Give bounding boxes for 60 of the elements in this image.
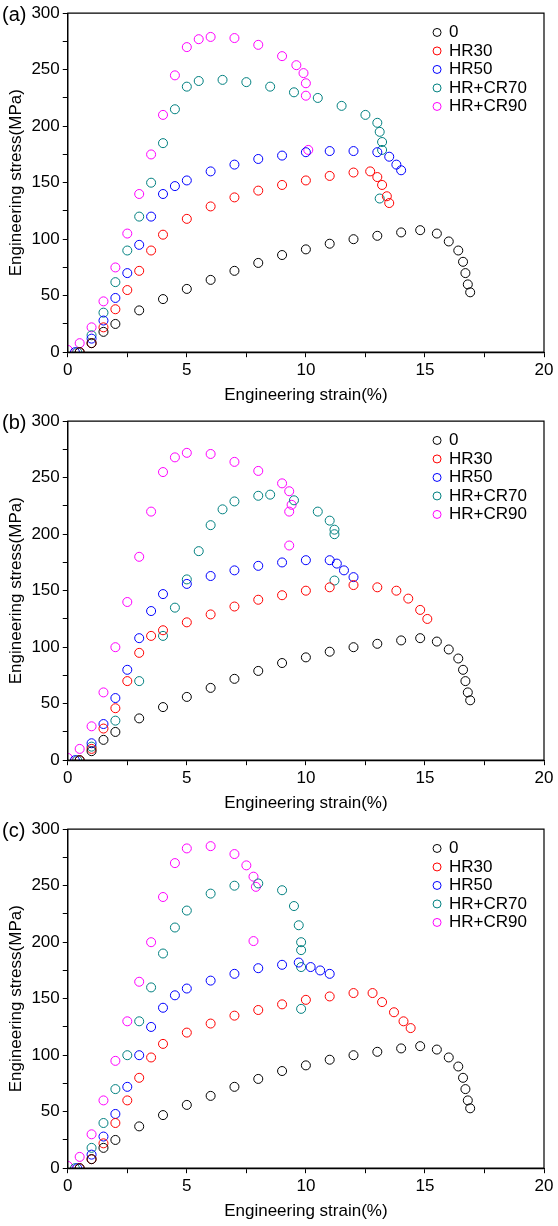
y-tick-label: 150 bbox=[31, 172, 60, 192]
x-tick-label: 5 bbox=[182, 1176, 192, 1196]
chart-title: (b) bbox=[2, 410, 27, 433]
y-tick-label: 100 bbox=[31, 1044, 60, 1064]
y-tick-label: 150 bbox=[31, 580, 60, 600]
x-tick-label: 20 bbox=[534, 1176, 554, 1196]
chart-title: (c) bbox=[2, 818, 26, 841]
legend-label: HR30 bbox=[449, 40, 493, 60]
legend-label: 0 bbox=[449, 430, 459, 450]
y-axis-title: Engineering stress(MPa) bbox=[5, 905, 25, 1093]
legend-label: HR+CR70 bbox=[449, 893, 528, 913]
y-tick-label: 300 bbox=[31, 410, 60, 430]
legend-label: 0 bbox=[449, 838, 459, 858]
chart-title: (a) bbox=[2, 2, 27, 25]
y-axis-title: Engineering stress(MPa) bbox=[5, 89, 25, 277]
y-tick-label: 100 bbox=[31, 636, 60, 656]
legend-label: HR+CR90 bbox=[449, 504, 528, 524]
x-tick-label: 10 bbox=[296, 360, 316, 380]
x-tick-label: 15 bbox=[415, 360, 435, 380]
x-axis-title: Engineering strain(%) bbox=[224, 385, 388, 405]
y-tick-label: 250 bbox=[31, 59, 60, 79]
x-tick-label: 15 bbox=[415, 1176, 435, 1196]
legend-label: HR30 bbox=[449, 448, 493, 468]
legend-label: HR+CR70 bbox=[449, 485, 528, 505]
y-tick-label: 250 bbox=[31, 875, 60, 895]
y-tick-label: 250 bbox=[31, 467, 60, 487]
legend-label: HR50 bbox=[449, 59, 493, 79]
y-tick-label: 100 bbox=[31, 228, 60, 248]
y-axis-title: Engineering stress(MPa) bbox=[5, 497, 25, 685]
x-tick-label: 10 bbox=[296, 1176, 316, 1196]
y-tick-label: 200 bbox=[31, 523, 60, 543]
legend-label: HR50 bbox=[449, 875, 493, 895]
x-tick-label: 0 bbox=[63, 1176, 73, 1196]
x-tick-label: 0 bbox=[63, 360, 73, 380]
y-tick-label: 50 bbox=[40, 693, 60, 713]
x-tick-label: 20 bbox=[534, 768, 554, 788]
x-tick-label: 20 bbox=[534, 360, 554, 380]
x-tick-label: 10 bbox=[296, 768, 316, 788]
x-tick-label: 5 bbox=[182, 360, 192, 380]
legend-label: HR+CR90 bbox=[449, 96, 528, 116]
x-tick-label: 0 bbox=[63, 768, 73, 788]
y-tick-label: 300 bbox=[31, 2, 60, 22]
y-tick-label: 0 bbox=[50, 1157, 60, 1177]
y-tick-label: 0 bbox=[50, 749, 60, 769]
x-tick-label: 15 bbox=[415, 768, 435, 788]
y-tick-label: 200 bbox=[31, 115, 60, 135]
y-tick-label: 50 bbox=[40, 285, 60, 305]
x-tick-label: 5 bbox=[182, 768, 192, 788]
legend-label: HR30 bbox=[449, 856, 493, 876]
y-tick-label: 50 bbox=[40, 1101, 60, 1121]
legend-label: HR50 bbox=[449, 467, 493, 487]
x-axis-title: Engineering strain(%) bbox=[224, 1201, 388, 1221]
y-tick-label: 0 bbox=[50, 341, 60, 361]
y-tick-label: 150 bbox=[31, 988, 60, 1008]
y-tick-label: 300 bbox=[31, 818, 60, 838]
x-axis-title: Engineering strain(%) bbox=[224, 793, 388, 813]
y-tick-label: 200 bbox=[31, 931, 60, 951]
legend-label: HR+CR90 bbox=[449, 912, 528, 932]
legend-label: HR+CR70 bbox=[449, 77, 528, 97]
legend-label: 0 bbox=[449, 22, 459, 42]
